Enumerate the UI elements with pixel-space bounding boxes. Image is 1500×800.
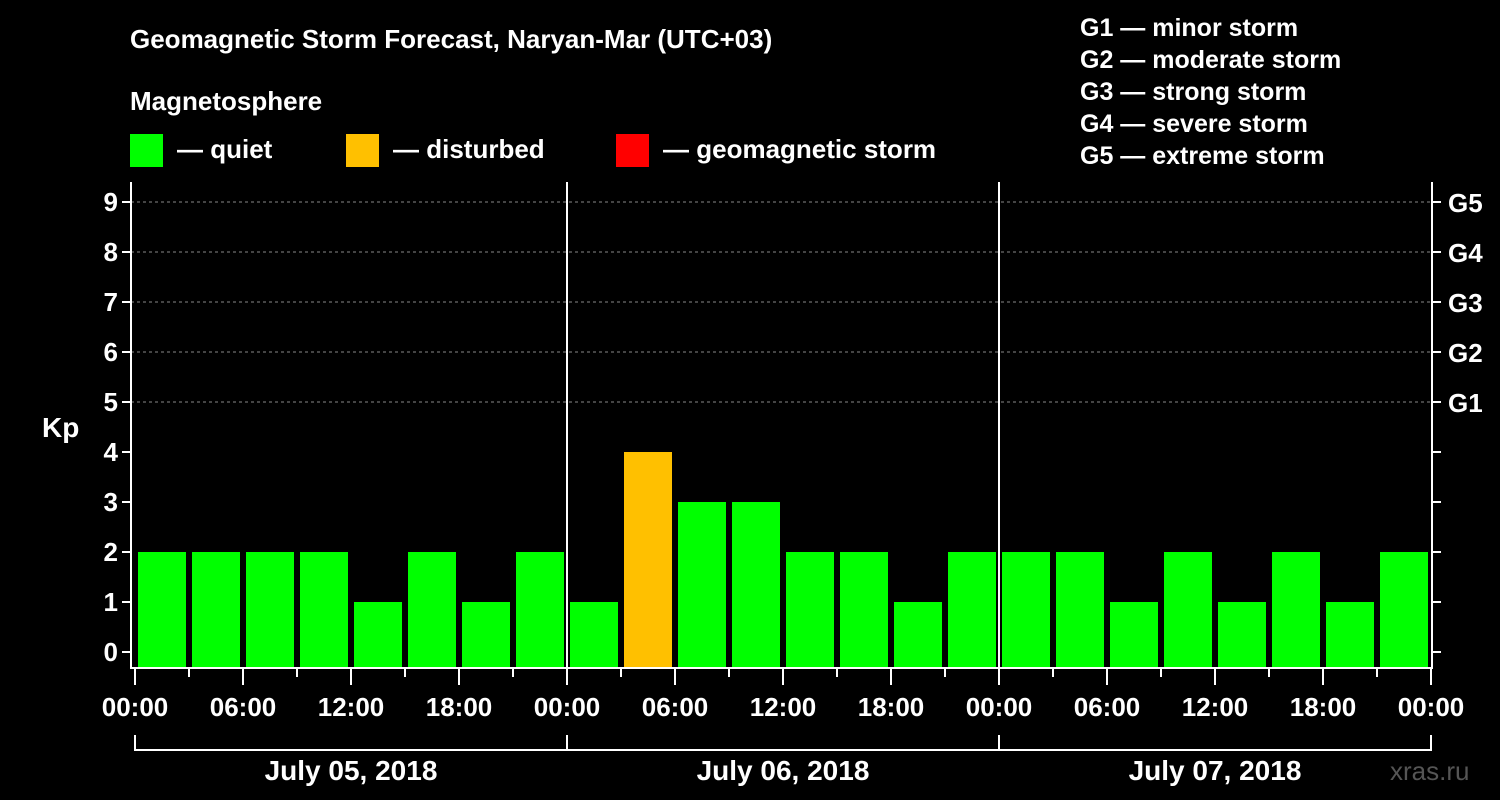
kp-bar <box>1056 552 1104 668</box>
x-tick-label: 06:00 <box>1074 692 1141 722</box>
x-tick-label: 00:00 <box>966 692 1033 722</box>
legend-swatch-storm <box>616 134 649 167</box>
y-tick-label: 7 <box>104 287 118 317</box>
x-tick-label: 00:00 <box>534 692 601 722</box>
g-scale-g2: G2 — moderate storm <box>1080 46 1342 74</box>
chart-title: Geomagnetic Storm Forecast, Naryan-Mar (… <box>130 24 773 54</box>
g-scale-g4: G4 — severe storm <box>1080 110 1308 138</box>
kp-bar <box>1326 602 1374 668</box>
day-label: July 06, 2018 <box>697 755 870 786</box>
kp-bar <box>516 552 564 668</box>
g-scale-g1: G1 — minor storm <box>1080 14 1299 42</box>
x-tick-label: 12:00 <box>1182 692 1249 722</box>
y-tick-label: 9 <box>104 187 118 217</box>
kp-bar <box>246 552 294 668</box>
y-tick-label: 1 <box>104 587 118 617</box>
magnetosphere-label: Magnetosphere <box>130 86 323 116</box>
kp-bar <box>948 552 996 668</box>
kp-bar <box>570 602 618 668</box>
watermark: xras.ru <box>1390 756 1470 786</box>
kp-bar <box>624 452 672 668</box>
y-tick-label: 2 <box>104 537 118 567</box>
kp-bar <box>1110 602 1158 668</box>
kp-bar <box>894 602 942 668</box>
kp-bar <box>354 602 402 668</box>
x-tick-label: 12:00 <box>750 692 817 722</box>
g-level-label: G3 <box>1448 288 1483 318</box>
x-tick-label: 06:00 <box>210 692 277 722</box>
kp-bar <box>786 552 834 668</box>
y-tick-label: 8 <box>104 237 118 267</box>
y-tick-label: 5 <box>104 387 118 417</box>
kp-bar <box>408 552 456 668</box>
y-axis-label: Kp <box>42 412 80 443</box>
kp-bar <box>300 552 348 668</box>
g-level-label: G5 <box>1448 188 1483 218</box>
day-label: July 07, 2018 <box>1129 755 1302 786</box>
legend-swatch-quiet <box>130 134 163 167</box>
legend-label-disturbed: — disturbed <box>393 134 545 164</box>
g-scale-g5: G5 — extreme storm <box>1080 142 1325 170</box>
kp-bar <box>192 552 240 668</box>
legend-label-quiet: — quiet <box>177 134 273 164</box>
y-tick-label: 6 <box>104 337 118 367</box>
kp-bar <box>1380 552 1428 668</box>
day-bracket <box>998 735 1432 751</box>
x-tick-label: 18:00 <box>1290 692 1357 722</box>
x-tick-label: 12:00 <box>318 692 385 722</box>
kp-bar <box>462 602 510 668</box>
x-tick-label: 18:00 <box>858 692 925 722</box>
day-bracket <box>134 735 568 751</box>
legend-label-storm: — geomagnetic storm <box>663 134 937 164</box>
x-tick-label: 18:00 <box>426 692 493 722</box>
g-level-label: G2 <box>1448 338 1483 368</box>
x-tick-label: 06:00 <box>642 692 709 722</box>
kp-bar <box>1164 552 1212 668</box>
g-scale-g3: G3 — strong storm <box>1080 78 1307 106</box>
g-level-label: G4 <box>1448 238 1483 268</box>
axis-frame <box>130 182 1433 669</box>
kp-bar <box>1002 552 1050 668</box>
x-tick-label: 00:00 <box>102 692 169 722</box>
day-label: July 05, 2018 <box>265 755 438 786</box>
y-tick-label: 4 <box>104 437 119 467</box>
kp-bar <box>1272 552 1320 668</box>
legend-swatch-disturbed <box>346 134 379 167</box>
g-level-label: G1 <box>1448 388 1483 418</box>
kp-bar <box>840 552 888 668</box>
kp-bar <box>1218 602 1266 668</box>
kp-bar <box>678 502 726 668</box>
y-tick-label: 3 <box>104 487 118 517</box>
y-tick-label: 0 <box>104 637 118 667</box>
day-bracket <box>566 735 1000 751</box>
x-tick-label: 00:00 <box>1398 692 1465 722</box>
kp-bar <box>138 552 186 668</box>
kp-bar <box>732 502 780 668</box>
